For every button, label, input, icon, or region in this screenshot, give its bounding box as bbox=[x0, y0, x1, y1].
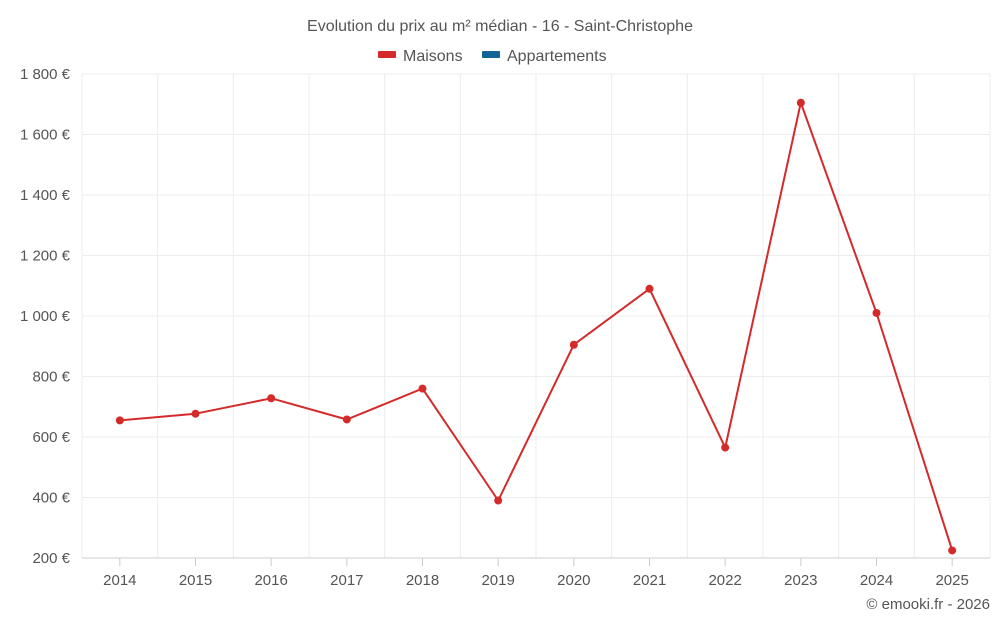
data-point[interactable] bbox=[721, 443, 730, 452]
y-tick-label: 1 000 € bbox=[20, 308, 71, 325]
data-point[interactable] bbox=[418, 384, 427, 393]
x-tick-label: 2019 bbox=[481, 572, 514, 589]
legend[interactable]: Maisons Appartements bbox=[378, 48, 607, 65]
data-point[interactable] bbox=[267, 394, 276, 403]
data-point[interactable] bbox=[342, 415, 351, 424]
x-tick-label: 2022 bbox=[708, 572, 741, 589]
x-tick-label: 2018 bbox=[406, 572, 439, 589]
legend-swatch-1[interactable] bbox=[482, 51, 500, 58]
y-tick-label: 800 € bbox=[32, 369, 70, 386]
legend-label-0[interactable]: Maisons bbox=[403, 48, 463, 65]
x-tick-label: 2014 bbox=[103, 572, 136, 589]
data-point[interactable] bbox=[569, 340, 578, 349]
chart-title: Evolution du prix au m² médian - 16 - Sa… bbox=[307, 18, 693, 35]
data-point[interactable] bbox=[494, 496, 503, 505]
x-tick-label: 2016 bbox=[254, 572, 287, 589]
x-tick-label: 2021 bbox=[633, 572, 666, 589]
x-tick-label: 2017 bbox=[330, 572, 363, 589]
y-tick-label: 1 600 € bbox=[20, 127, 71, 144]
y-tick-label: 600 € bbox=[32, 429, 70, 446]
x-tick-label: 2023 bbox=[784, 572, 817, 589]
series-line-0 bbox=[119, 101, 954, 551]
x-tick-label: 2015 bbox=[179, 572, 212, 589]
series-layer bbox=[115, 98, 957, 555]
credit-text: © emooki.fr - 2026 bbox=[866, 596, 990, 613]
x-tick-label: 2025 bbox=[935, 572, 968, 589]
axes: 200 € 400 € 600 € 800 € 1 000 € 1 200 € 1 400 … bbox=[20, 66, 990, 589]
data-point[interactable] bbox=[191, 409, 200, 418]
y-tick-label: 400 € bbox=[32, 490, 70, 507]
legend-swatch-0[interactable] bbox=[378, 51, 396, 58]
y-tick-label: 1 400 € bbox=[20, 187, 71, 204]
data-point[interactable] bbox=[115, 416, 124, 425]
data-point[interactable] bbox=[948, 546, 957, 555]
legend-label-1[interactable]: Appartements bbox=[507, 48, 607, 65]
grid bbox=[81, 73, 991, 559]
y-tick-label: 200 € bbox=[32, 550, 70, 567]
x-tick-label: 2020 bbox=[557, 572, 590, 589]
x-tick-label: 2024 bbox=[860, 572, 893, 589]
data-point[interactable] bbox=[872, 308, 881, 317]
data-point[interactable] bbox=[796, 98, 805, 107]
data-point[interactable] bbox=[645, 284, 654, 293]
y-tick-label: 1 800 € bbox=[20, 66, 71, 83]
y-tick-label: 1 200 € bbox=[20, 248, 71, 265]
